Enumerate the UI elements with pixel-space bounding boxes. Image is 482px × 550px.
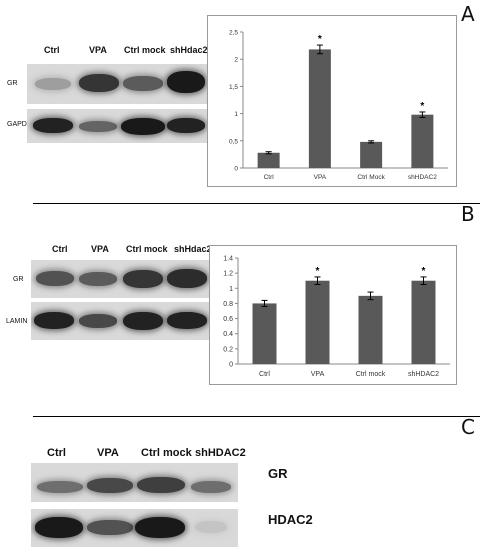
y-tick-label: 2,5 bbox=[229, 30, 238, 37]
blot-strip-gr bbox=[31, 260, 209, 298]
panel-a-letter: A bbox=[461, 2, 475, 26]
band bbox=[36, 271, 74, 286]
lane-label: Ctrl mock bbox=[126, 244, 168, 254]
lane-label: shHdac2 bbox=[174, 244, 212, 254]
bar bbox=[308, 49, 331, 168]
x-tick-label: Ctrl bbox=[264, 174, 275, 181]
band bbox=[87, 520, 133, 535]
y-tick-label: 0.4 bbox=[223, 331, 233, 338]
lane-label: shHDAC2 bbox=[195, 447, 246, 459]
bar bbox=[360, 141, 383, 168]
band bbox=[167, 269, 207, 288]
band bbox=[123, 76, 163, 91]
lane-label: VPA bbox=[91, 244, 109, 254]
x-tick-label: shHDAC2 bbox=[408, 174, 437, 181]
y-tick-label: 1,5 bbox=[229, 84, 238, 91]
band bbox=[135, 517, 185, 538]
panel-a-chart: 0 0,5 1 1,5 2 2,5 Ctrl * VPA Ctrl Mock * shHDAC2 bbox=[207, 15, 457, 187]
band bbox=[137, 477, 185, 493]
lane-label: Ctrl mock bbox=[141, 447, 192, 459]
bar bbox=[305, 280, 330, 364]
band bbox=[123, 312, 163, 330]
y-tick-label: 1 bbox=[234, 111, 238, 118]
blot-strip-lamin bbox=[31, 302, 209, 340]
panel-c-letter: C bbox=[461, 415, 475, 439]
lane-label: Ctrl bbox=[47, 447, 66, 459]
bar bbox=[257, 152, 280, 168]
blot-strip-gr bbox=[31, 463, 238, 502]
band bbox=[191, 481, 231, 493]
row-label-gr: GR bbox=[268, 466, 288, 481]
band bbox=[167, 118, 205, 133]
band bbox=[79, 74, 119, 92]
y-tick-label: 0.8 bbox=[223, 301, 233, 308]
bar bbox=[252, 303, 277, 364]
x-tick-label: VPA bbox=[311, 371, 325, 378]
band bbox=[35, 78, 71, 90]
blot-strip-hdac2 bbox=[31, 509, 238, 547]
bar bbox=[411, 280, 436, 364]
x-tick-label: Ctrl Mock bbox=[357, 174, 385, 181]
divider bbox=[33, 203, 480, 204]
divider bbox=[33, 416, 480, 417]
x-tick-label: Ctrl bbox=[259, 371, 270, 378]
panel-b-chart: 0 0.2 0.4 0.6 0.8 1 1.2 1.4 Ctrl * VPA Ctrl mock * sh… bbox=[209, 245, 457, 385]
row-label-gapdh: GAPDH bbox=[7, 121, 32, 128]
band bbox=[167, 71, 205, 93]
lane-label: Ctrl bbox=[52, 244, 68, 254]
y-tick-label: 0,5 bbox=[229, 138, 238, 145]
band bbox=[79, 121, 117, 132]
y-tick-label: 0 bbox=[234, 166, 238, 173]
row-label-hdac2: HDAC2 bbox=[268, 512, 313, 527]
significance-marker: * bbox=[318, 34, 322, 45]
band bbox=[121, 118, 165, 135]
y-tick-label: 1.2 bbox=[223, 271, 233, 278]
band bbox=[87, 478, 133, 493]
band bbox=[79, 314, 117, 328]
y-tick-label: 2 bbox=[234, 57, 238, 64]
x-tick-label: VPA bbox=[314, 174, 327, 181]
band bbox=[79, 272, 117, 286]
band bbox=[123, 270, 163, 288]
y-tick-label: 0.6 bbox=[223, 316, 233, 323]
bar bbox=[411, 114, 434, 168]
band bbox=[167, 312, 207, 329]
band bbox=[34, 312, 74, 329]
y-tick-label: 1 bbox=[229, 286, 233, 293]
x-tick-label: Ctrl mock bbox=[356, 371, 386, 378]
significance-marker: * bbox=[316, 266, 320, 277]
lane-label: VPA bbox=[89, 45, 107, 55]
lane-label: VPA bbox=[97, 447, 119, 459]
y-tick-label: 0 bbox=[229, 362, 233, 369]
row-label-gr: GR bbox=[13, 276, 24, 283]
x-tick-label: shHDAC2 bbox=[408, 371, 439, 378]
row-label-gr: GR bbox=[7, 80, 18, 87]
lane-label: Ctrl mock bbox=[124, 45, 166, 55]
y-tick-label: 0.2 bbox=[223, 346, 233, 353]
panel-b-bar-chart: 0 0.2 0.4 0.6 0.8 1 1.2 1.4 Ctrl * VPA Ctrl mock * sh… bbox=[223, 256, 450, 378]
band bbox=[195, 521, 227, 533]
band bbox=[37, 481, 83, 493]
row-label-lamin: LAMIN bbox=[6, 318, 28, 325]
blot-strip-gr bbox=[27, 64, 208, 104]
band bbox=[33, 118, 73, 133]
significance-marker: * bbox=[420, 101, 424, 112]
blot-strip-gapdh bbox=[27, 109, 208, 143]
lane-label: Ctrl bbox=[44, 45, 60, 55]
lane-label: shHdac2 bbox=[170, 45, 208, 55]
panel-b-letter: B bbox=[461, 202, 475, 226]
bar bbox=[358, 295, 383, 364]
panel-a-bar-chart: 0 0,5 1 1,5 2 2,5 Ctrl * VPA Ctrl Mock * shHDAC2 bbox=[229, 30, 448, 181]
significance-marker: * bbox=[422, 266, 426, 277]
y-tick-label: 1.4 bbox=[223, 256, 233, 263]
band bbox=[35, 517, 83, 538]
